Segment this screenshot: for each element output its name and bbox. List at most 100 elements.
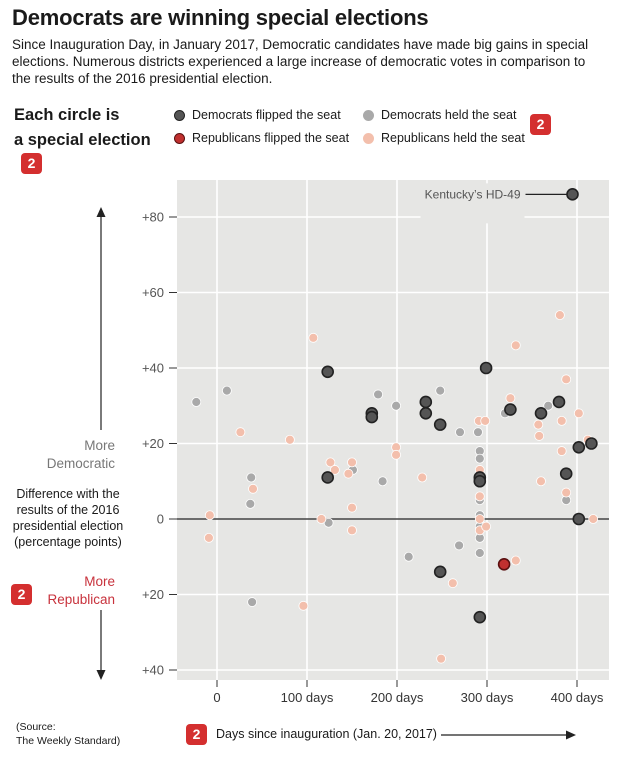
source-line-2: The Weekly Standard)	[16, 735, 121, 747]
legend-label: Democrats held the seat	[381, 108, 517, 122]
point-republicans-held-the-seat	[329, 465, 340, 475]
point-republicans-held-the-seat	[505, 393, 516, 404]
y-tick-label: +80	[142, 210, 164, 225]
point-democrats-held-the-seat	[455, 427, 465, 438]
point-republicans-held-the-seat	[391, 449, 402, 460]
more-democratic-label: More Democratic	[47, 437, 115, 473]
y-tick-label: +20	[142, 587, 164, 602]
source-line-1: (Source:	[16, 721, 56, 733]
point-republicans-held-the-seat	[325, 457, 336, 468]
y-axis-ticks: +80 +60 +40 +20 0 +20 +40	[142, 210, 177, 678]
legend-label: Republicans held the seat	[381, 131, 525, 145]
legend-item-rep-held: Republicans held the seat	[363, 131, 525, 145]
point-democrats-held-the-seat	[191, 397, 202, 407]
point-democrats-held-the-seat	[373, 389, 384, 400]
point-republicans-held-the-seat	[347, 502, 357, 513]
point-republicans-held-the-seat	[203, 532, 214, 543]
point-republicans-held-the-seat	[480, 415, 491, 426]
source-note: (Source: The Weekly Standard)	[16, 720, 120, 748]
x-axis-ticks: 0 100 days 200 days 300 days 400 days	[213, 680, 604, 705]
circle-explainer: Each circle is a special election	[14, 103, 151, 153]
circle-explainer-line-2: a special election	[14, 131, 151, 149]
point-republicans-held-the-seat	[556, 415, 567, 426]
point-democrats-held-the-seat	[474, 548, 485, 558]
point-republicans-held-the-seat	[588, 514, 599, 524]
y-tick-label: +60	[142, 285, 164, 300]
x-tick-label: 300 days	[461, 690, 514, 705]
legend-dot-rep-held	[363, 132, 374, 144]
point-democrats-held-the-seat	[403, 551, 414, 562]
annotation-label: Kentucky’s HD-49	[425, 187, 521, 201]
page-title: Democrats are winning special elections	[12, 5, 429, 30]
badge-icon: 2	[11, 584, 32, 605]
point-democrats-flipped-the-seat	[559, 467, 573, 481]
point-republicans-held-the-seat	[417, 472, 428, 483]
point-democrats-flipped-the-seat	[473, 474, 487, 488]
point-democrats-flipped-the-seat	[572, 512, 586, 526]
point-democrats-held-the-seat	[247, 597, 258, 607]
badge-icon: 2	[530, 114, 551, 135]
point-democrats-held-the-seat	[245, 498, 256, 509]
x-tick-label: 400 days	[551, 690, 604, 705]
more-republican-label: More Republican	[47, 573, 115, 609]
point-democrats-flipped-the-seat	[321, 471, 335, 484]
point-democrats-flipped-the-seat	[479, 361, 493, 375]
point-republicans-held-the-seat	[204, 510, 215, 521]
vertical-gridlines	[216, 180, 578, 680]
point-democrats-held-the-seat	[377, 476, 388, 487]
legend-label: Republicans flipped the seat	[192, 131, 350, 145]
y-tick-label: +20	[142, 436, 164, 451]
point-republicans-held-the-seat	[308, 332, 319, 343]
point-democrats-flipped-the-seat	[419, 406, 433, 420]
legend-item-dem-held: Democrats held the seat	[363, 108, 517, 122]
legend-dot-rep-flipped	[174, 132, 185, 144]
legend-item-dem-flipped: Democrats flipped the seat	[174, 108, 341, 122]
point-democrats-flipped-the-seat	[566, 188, 579, 201]
x-axis-arrow	[441, 730, 576, 740]
more-republican-arrow	[96, 610, 106, 680]
point-republicans-held-the-seat	[556, 446, 567, 456]
y-tick-label: +40	[142, 663, 164, 678]
subtitle: Since Inauguration Day, in January 2017,…	[12, 37, 589, 86]
point-democrats-flipped-the-seat	[433, 418, 447, 431]
point-republicans-held-the-seat	[347, 457, 357, 468]
circle-explainer-line-1: Each circle is	[14, 106, 120, 124]
more-republican-line-2: Republican	[47, 592, 115, 607]
point-democrats-held-the-seat	[454, 540, 465, 551]
point-republicans-held-the-seat	[447, 578, 458, 589]
more-democratic-line-1: More	[84, 438, 115, 453]
plot-area	[177, 180, 609, 680]
point-republicans-held-the-seat	[298, 600, 309, 611]
point-democrats-flipped-the-seat	[534, 406, 548, 420]
point-democrats-held-the-seat	[391, 400, 402, 411]
point-republicans-held-the-seat	[248, 483, 258, 494]
point-republicans-held-the-seat	[534, 431, 545, 441]
annotation-kentucky: Kentucky’s HD-49	[420, 183, 567, 224]
point-democrats-held-the-seat	[221, 385, 232, 396]
x-axis-title: Days since inauguration (Jan. 20, 2017)	[216, 727, 437, 741]
annotation-background	[420, 183, 525, 224]
point-democrats-flipped-the-seat	[321, 365, 335, 379]
point-republicans-held-the-seat	[474, 514, 485, 524]
badge-icon: 2	[21, 153, 42, 174]
point-republicans-held-the-seat	[284, 434, 295, 445]
y-tick-label: 0	[157, 512, 164, 527]
point-republicans-held-the-seat	[561, 487, 572, 498]
y-axis-description: Difference with the results of the 2016 …	[12, 487, 124, 549]
point-republicans-held-the-seat	[510, 555, 521, 566]
badge-icon: 2	[186, 724, 207, 745]
point-republicans-held-the-seat	[536, 476, 546, 487]
point-democrats-flipped-the-seat	[552, 395, 566, 409]
point-republicans-held-the-seat	[573, 408, 584, 419]
point-democrats-held-the-seat	[474, 453, 485, 464]
x-tick-label: 0	[213, 690, 220, 705]
point-democrats-flipped-the-seat	[433, 565, 447, 579]
more-democratic-line-2: Democratic	[46, 456, 115, 471]
more-republican-line-1: More	[84, 574, 115, 589]
point-democrats-flipped-the-seat	[585, 437, 598, 450]
more-democratic-arrow	[96, 207, 106, 430]
x-tick-label: 100 days	[281, 690, 334, 705]
x-tick-label: 200 days	[371, 690, 424, 705]
point-republicans-held-the-seat	[343, 468, 354, 479]
point-republicans-held-the-seat	[347, 525, 357, 536]
